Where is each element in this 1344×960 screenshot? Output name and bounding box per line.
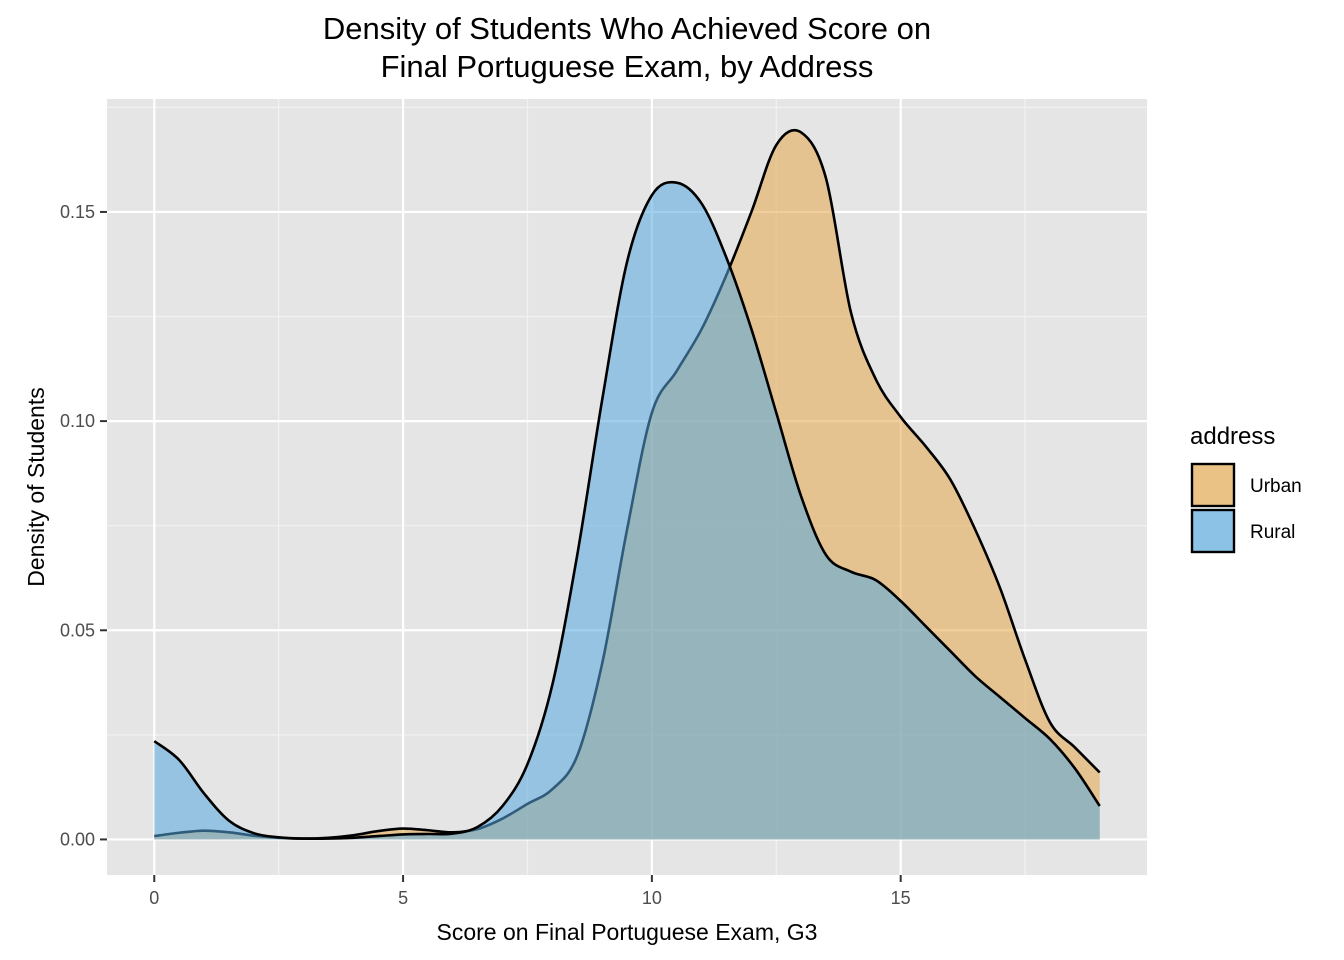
chart-title-line-1: Density of Students Who Achieved Score o… — [323, 11, 931, 46]
y-axis-title: Density of Students — [23, 387, 49, 586]
legend: address Urban Rural — [1190, 423, 1302, 554]
density-areas — [153, 128, 1101, 841]
y-tick-label: 0.00 — [60, 829, 95, 849]
y-tick-label: 0.05 — [60, 620, 95, 640]
x-tick-label: 5 — [398, 888, 408, 908]
legend-label-urban: Urban — [1250, 476, 1302, 497]
x-axis-ticks: 0 5 10 15 — [149, 875, 911, 908]
area-rural — [154, 182, 1100, 840]
legend-title: address — [1190, 423, 1275, 450]
x-tick-label: 10 — [642, 888, 662, 908]
y-tick-label: 0.15 — [60, 202, 95, 222]
density-line-rural — [153, 180, 1101, 841]
legend-swatch-rural — [1190, 508, 1236, 554]
legend-items: Urban Rural — [1190, 462, 1302, 554]
x-tick-label: 0 — [149, 888, 159, 908]
x-tick-label: 15 — [891, 888, 911, 908]
y-tick-label: 0.10 — [60, 411, 95, 431]
legend-swatch-urban — [1190, 462, 1236, 508]
x-axis-title: Score on Final Portuguese Exam, G3 — [437, 919, 818, 945]
legend-label-rural: Rural — [1250, 522, 1295, 543]
y-axis-ticks: 0.00 0.05 0.10 0.15 — [60, 202, 107, 849]
chart-title-line-2: Final Portuguese Exam, by Address — [381, 49, 874, 84]
